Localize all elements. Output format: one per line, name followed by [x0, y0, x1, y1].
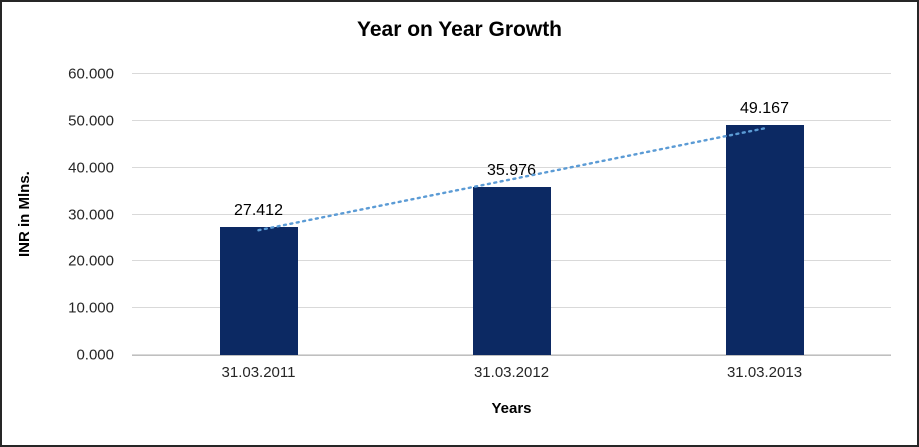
gridline: [132, 119, 891, 121]
x-axis-tick-labels: 31.03.2011 31.03.2012 31.03.2013: [132, 364, 891, 388]
y-tick-label: 50.000: [68, 112, 114, 130]
gridline: [132, 73, 891, 74]
x-tick-label: 31.03.2011: [221, 364, 296, 381]
bar: [219, 226, 298, 355]
y-tick-label: 0.000: [76, 346, 114, 364]
chart-title: Year on Year Growth: [356, 18, 563, 41]
bar-value-label: 27.412: [234, 201, 283, 219]
x-tick-label: 31.03.2012: [473, 364, 550, 381]
y-tick-label: 30.000: [68, 206, 114, 223]
plot-area: 27.412 35.976 49.167: [132, 73, 891, 356]
y-tick-label: 10.000: [68, 299, 114, 317]
y-tick-label: 40.000: [68, 159, 114, 177]
bar: [725, 124, 804, 355]
y-tick-label: 20.000: [68, 252, 114, 270]
y-axis-tick-labels: 0.000 10.000 20.000 30.000 40.000 50.000 60.00…: [2, 66, 122, 364]
bar-value-label: 35.976: [487, 161, 536, 179]
x-axis-title: Years: [491, 400, 532, 417]
bar-value-label: 49.167: [740, 99, 789, 117]
x-tick-label: 31.03.2013: [726, 364, 803, 381]
y-tick-label: 60.000: [68, 65, 114, 83]
bar: [472, 186, 551, 355]
